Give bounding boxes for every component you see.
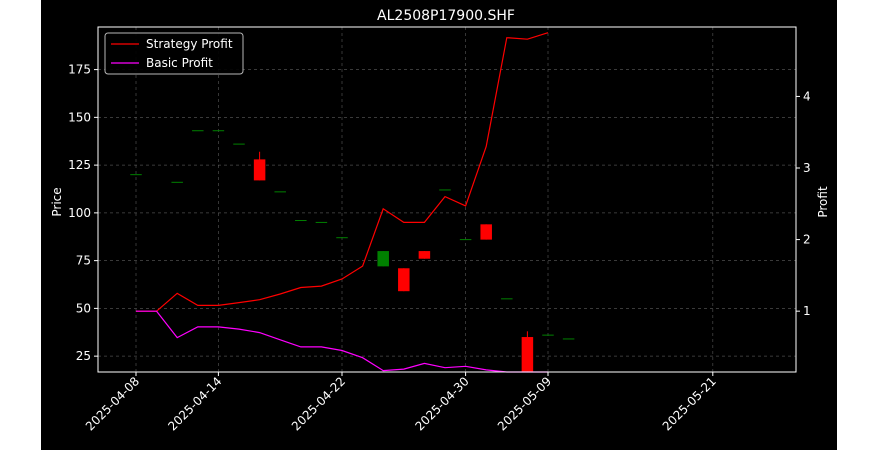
basic-profit-line <box>136 310 548 373</box>
plot-frame <box>97 26 797 373</box>
y-tick-label-left: 100 <box>68 206 91 220</box>
y-tick-label-right: 2 <box>803 233 811 247</box>
candle-body <box>130 174 142 176</box>
strategy-profit-line <box>136 32 549 312</box>
y-tick-label-left: 25 <box>76 349 91 363</box>
legend-box <box>104 32 244 75</box>
legend-label: Basic Profit <box>146 56 213 70</box>
candle-body <box>377 251 389 267</box>
marks-layer <box>130 32 575 373</box>
y-tick-label-left: 150 <box>68 110 91 124</box>
candle-body <box>562 338 575 340</box>
x-tick-label: 2025-05-09 <box>495 374 554 433</box>
candle-body <box>398 268 410 292</box>
x-tick-label: 2025-04-14 <box>165 374 224 433</box>
legend-label: Strategy Profit <box>146 37 233 51</box>
legend: Strategy Profit Basic Profit <box>104 32 244 75</box>
candle-body <box>501 298 513 300</box>
candle-body <box>212 130 225 132</box>
candle-body <box>192 130 204 132</box>
y-tick-label-left: 75 <box>76 254 91 268</box>
y-tick-label-left: 125 <box>68 158 91 172</box>
x-tick-label: 2025-04-08 <box>83 374 142 433</box>
x-tick-label: 2025-05-21 <box>660 374 719 433</box>
candle-body <box>315 221 328 223</box>
y-tick-label-left: 50 <box>76 301 91 315</box>
chart-figure: 25 50 75 100 125 150 175 1 2 3 4 2025-04-08 2025-04-… <box>41 0 837 450</box>
candle-body <box>336 237 348 239</box>
candle-body <box>295 220 307 222</box>
candle-body <box>233 143 245 145</box>
candle-body <box>521 337 534 372</box>
chart-svg: 25 50 75 100 125 150 175 1 2 3 4 2025-04-08 2025-04-… <box>50 8 830 433</box>
x-tick-label: 2025-04-22 <box>289 374 348 433</box>
y-tick-label-right: 3 <box>803 161 811 175</box>
y-tick-label-right: 1 <box>803 304 811 318</box>
candle-body <box>253 159 266 181</box>
candle-body <box>542 334 554 336</box>
grid-layer <box>98 27 796 372</box>
candle-body <box>439 189 451 191</box>
y-axis-label-left: Price <box>50 187 64 216</box>
axes-layer: 25 50 75 100 125 150 175 1 2 3 4 2025-04-08 2025-04-… <box>68 26 811 433</box>
y-axis-label-right: Profit <box>816 186 830 218</box>
y-tick-label-right: 4 <box>803 89 811 103</box>
candle-body <box>171 181 183 183</box>
y-tick-label-left: 175 <box>68 63 91 77</box>
x-tick-label: 2025-04-30 <box>413 374 472 433</box>
candle-body <box>480 224 492 240</box>
candle-body <box>459 239 472 241</box>
chart-title: AL2508P17900.SHF <box>377 8 515 24</box>
candle-body <box>274 191 286 193</box>
candle-body <box>418 251 431 259</box>
